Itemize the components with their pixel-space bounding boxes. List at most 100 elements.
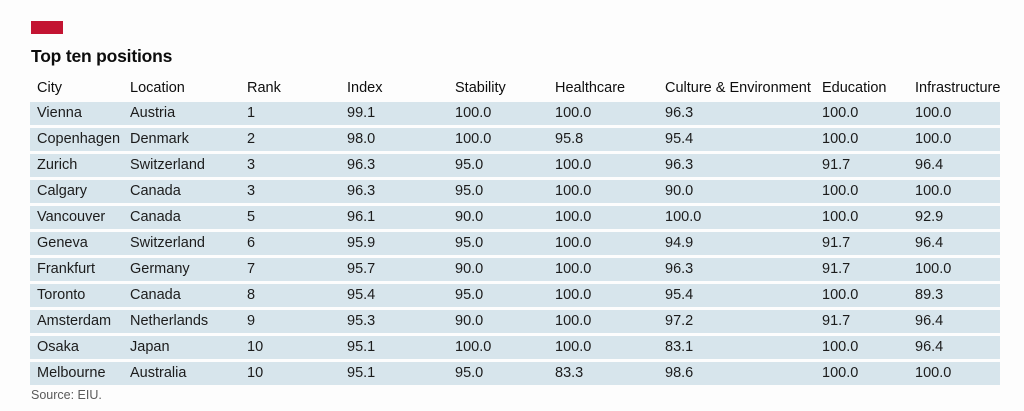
table-cell: 90.0: [448, 310, 548, 333]
table-row: Vienna Austria 1 99.1 100.0 100.0 96.3 100.0 100…: [30, 102, 1000, 125]
table-cell: 96.3: [658, 258, 815, 281]
table-cell: 98.0: [340, 128, 448, 151]
table-cell: 100.0: [658, 206, 815, 229]
table-cell: 95.1: [340, 362, 448, 385]
table-cell: 91.7: [815, 310, 908, 333]
table-row: Melbourne Australia 10 95.1 95.0 83.3 98.6 100.…: [30, 362, 1000, 385]
table-cell: 98.6: [658, 362, 815, 385]
table-cell: 100.0: [908, 180, 1000, 203]
column-header: Infrastructure: [915, 80, 1000, 96]
table-cell: 100.0: [908, 258, 1000, 281]
table-cell: 95.0: [448, 284, 548, 307]
table-cell: Zurich: [30, 154, 123, 177]
table-cell: 96.4: [908, 336, 1000, 359]
table-row: Geneva Switzerland 6 95.9 95.0 100.0 94.9 91.7 9…: [30, 232, 1000, 255]
table-cell: 90.0: [448, 206, 548, 229]
table-cell: 100.0: [815, 206, 908, 229]
table-cell: 95.4: [658, 128, 815, 151]
table-cell: 100.0: [815, 180, 908, 203]
table-cell: 100.0: [548, 206, 658, 229]
table-cell: 3: [240, 180, 340, 203]
table-cell: 100.0: [815, 128, 908, 151]
table-cell: Vancouver: [30, 206, 123, 229]
table-cell: 100.0: [448, 128, 548, 151]
table-cell: Canada: [123, 206, 240, 229]
table-cell: 5: [240, 206, 340, 229]
table-cell: 100.0: [815, 284, 908, 307]
table-cell: 90.0: [658, 180, 815, 203]
table-cell: 6: [240, 232, 340, 255]
table-cell: 100.0: [448, 102, 548, 125]
table-body: Vienna Austria 1 99.1 100.0 100.0 96.3 100.0 100…: [30, 102, 1000, 385]
table-cell: 2: [240, 128, 340, 151]
table-header-row: City Location Rank Index Stability Healthcare…: [30, 78, 1000, 98]
table-cell: Osaka: [30, 336, 123, 359]
table-cell: Japan: [123, 336, 240, 359]
top-ten-table: City Location Rank Index Stability Healthcare…: [30, 78, 1000, 388]
table-cell: 100.0: [815, 102, 908, 125]
table-cell: 100.0: [815, 336, 908, 359]
table-cell: Switzerland: [123, 154, 240, 177]
table-row: Copenhagen Denmark 2 98.0 100.0 95.8 95.4 100.0…: [30, 128, 1000, 151]
table-cell: 96.4: [908, 310, 1000, 333]
table-cell: 100.0: [908, 362, 1000, 385]
table-cell: Denmark: [123, 128, 240, 151]
table-cell: 96.3: [340, 180, 448, 203]
table-cell: 100.0: [815, 362, 908, 385]
table-cell: Vienna: [30, 102, 123, 125]
table-cell: 95.4: [340, 284, 448, 307]
table-cell: 96.3: [658, 154, 815, 177]
table-cell: 83.3: [548, 362, 658, 385]
source-note: Source: EIU.: [31, 388, 102, 402]
table-cell: 95.3: [340, 310, 448, 333]
table-cell: 100.0: [548, 180, 658, 203]
table-cell: 89.3: [908, 284, 1000, 307]
table-cell: Canada: [123, 284, 240, 307]
table-cell: 100.0: [548, 102, 658, 125]
table-cell: 95.0: [448, 232, 548, 255]
table-cell: 100.0: [908, 128, 1000, 151]
table-cell: 91.7: [815, 258, 908, 281]
table-cell: Frankfurt: [30, 258, 123, 281]
table-cell: 96.3: [340, 154, 448, 177]
table-cell: 1: [240, 102, 340, 125]
table-row: Osaka Japan 10 95.1 100.0 100.0 83.1 100.0 96.4: [30, 336, 1000, 359]
table-cell: 10: [240, 336, 340, 359]
table-cell: 96.1: [340, 206, 448, 229]
table-cell: 92.9: [908, 206, 1000, 229]
column-header: Culture & Environment: [665, 80, 811, 96]
table-cell: 100.0: [548, 336, 658, 359]
table-cell: Germany: [123, 258, 240, 281]
table-cell: Switzerland: [123, 232, 240, 255]
table-cell: 100.0: [548, 258, 658, 281]
column-header: Healthcare: [555, 80, 626, 96]
table-cell: 94.9: [658, 232, 815, 255]
table-cell: 10: [240, 362, 340, 385]
column-header: Index: [347, 80, 383, 96]
table-cell: 100.0: [448, 336, 548, 359]
table-cell: 100.0: [548, 310, 658, 333]
table-cell: 95.1: [340, 336, 448, 359]
table-cell: Copenhagen: [30, 128, 123, 151]
table-cell: 95.8: [548, 128, 658, 151]
table-cell: 83.1: [658, 336, 815, 359]
table-cell: Amsterdam: [30, 310, 123, 333]
table-cell: 7: [240, 258, 340, 281]
table-cell: 100.0: [548, 154, 658, 177]
table-cell: 96.4: [908, 154, 1000, 177]
column-header: Stability: [455, 80, 506, 96]
table-cell: 100.0: [548, 232, 658, 255]
table-cell: 100.0: [908, 102, 1000, 125]
table-cell: Canada: [123, 180, 240, 203]
table-cell: Netherlands: [123, 310, 240, 333]
column-header: Education: [822, 80, 887, 96]
table-cell: 96.3: [658, 102, 815, 125]
table-cell: 95.0: [448, 362, 548, 385]
table-cell: 95.4: [658, 284, 815, 307]
table-cell: 91.7: [815, 232, 908, 255]
table-cell: 96.4: [908, 232, 1000, 255]
column-header: City: [37, 80, 62, 96]
table-cell: 3: [240, 154, 340, 177]
table-cell: Toronto: [30, 284, 123, 307]
